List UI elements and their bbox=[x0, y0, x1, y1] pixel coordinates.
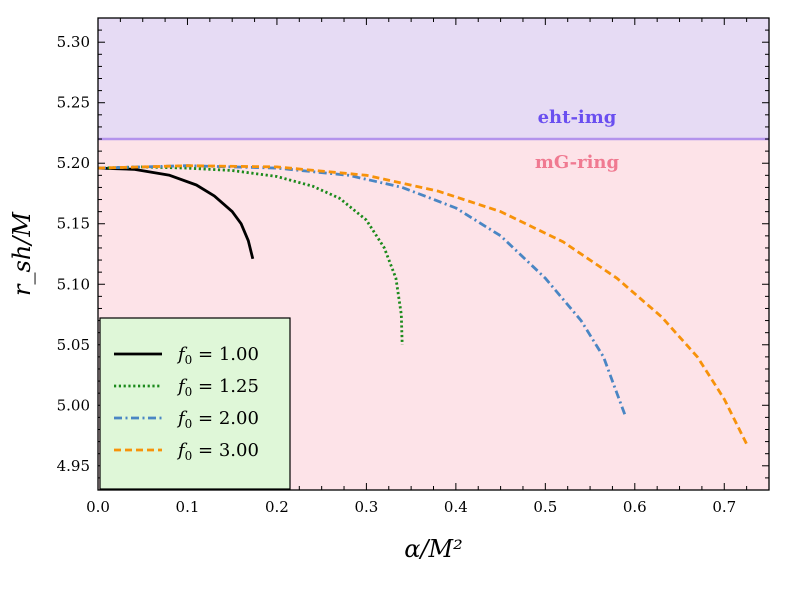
x-tick-label: 0.7 bbox=[712, 498, 736, 516]
legend-label-3: f0 = 3.00 bbox=[176, 440, 259, 463]
x-tick-label: 0.2 bbox=[265, 498, 289, 516]
y-tick-label: 5.20 bbox=[57, 154, 90, 172]
series-layer bbox=[97, 164, 748, 445]
series-line-0 bbox=[97, 166, 255, 260]
legend-label-2: f0 = 2.00 bbox=[176, 408, 259, 431]
y-tick-label: 5.10 bbox=[57, 275, 90, 293]
x-tick-label: 0.5 bbox=[533, 498, 557, 516]
y-tick-label: 5.25 bbox=[57, 94, 90, 112]
x-tick-label: 0.0 bbox=[86, 498, 110, 516]
x-tick-label: 0.1 bbox=[176, 498, 200, 516]
band-eht-img bbox=[98, 18, 769, 140]
ticks-layer: 0.0 0.1 0.2 0.3 0.4 0.5 0.6 0.7 4.95 5.00 5.05 5.10… bbox=[57, 17, 770, 516]
x-tick-label: 0.3 bbox=[354, 498, 378, 516]
y-tick-label: 4.95 bbox=[57, 457, 90, 475]
y-axis-label: r_sh/M bbox=[8, 211, 36, 296]
y-tick-label: 5.30 bbox=[57, 33, 90, 51]
series-line-1 bbox=[97, 165, 404, 345]
x-tick-label: 0.4 bbox=[444, 498, 468, 516]
legend-box bbox=[99, 317, 291, 490]
legend-label-1: f0 = 1.25 bbox=[176, 376, 259, 399]
x-axis-label: α/M² bbox=[404, 535, 463, 563]
y-tick-label: 5.15 bbox=[57, 215, 90, 233]
y-tick-label: 5.00 bbox=[57, 396, 90, 414]
x-tick-label: 0.6 bbox=[623, 498, 647, 516]
series-line-3 bbox=[97, 164, 748, 445]
band-label-eht-img: eht-img bbox=[538, 107, 617, 128]
series-line-2 bbox=[97, 164, 628, 418]
band-label-mg-ring: mG-ring bbox=[535, 152, 620, 173]
y-tick-label: 5.05 bbox=[57, 336, 90, 354]
